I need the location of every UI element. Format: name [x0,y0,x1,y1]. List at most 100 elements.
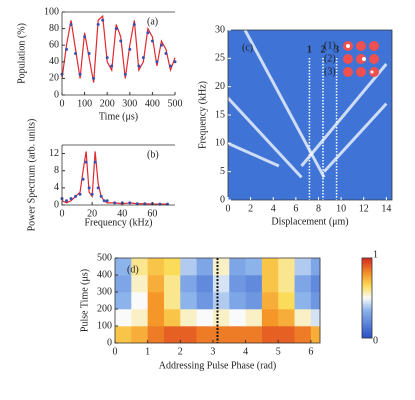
x-tick-label: 6 [293,203,298,214]
contour-cell [212,326,230,344]
ion-row-label: (2) [324,53,336,64]
x-tick-label: 0 [113,346,118,357]
x-tick-label: 2 [248,203,253,214]
panel-label: (b) [147,149,159,160]
contour-cell [245,292,263,310]
colorbar-step [362,311,372,315]
y-tick-label: 20 [49,73,59,84]
data-point [69,197,73,201]
x-tick-label: 100 [77,98,92,109]
contour-cell [310,275,321,293]
data-point [135,202,139,206]
colorbar-step [362,317,372,321]
x-tick-label: 1 [145,346,150,357]
contour-cell [163,326,181,344]
data-point [173,60,177,64]
y-axis-label: Frequency (kHz) [197,81,208,149]
data-point [65,47,69,51]
y-tick-label: 100 [97,320,112,331]
ion-addressed [346,44,350,48]
x-tick-label: 6 [308,346,313,357]
colorbar-step [362,305,372,309]
contour-cell [294,326,312,344]
data-point [114,27,118,31]
data-point [102,199,106,203]
colorbar-step [362,267,372,271]
data-point [128,47,132,51]
contour-cell [196,326,214,344]
y-tick-label: 40 [49,56,59,67]
contour-cell [229,309,246,327]
contour-cell [212,258,230,276]
data-point [65,199,69,203]
line-series [61,151,168,205]
ion-row-label: (1) [324,40,336,51]
y-tick-label: 25 [215,53,225,64]
y-tick-label: 100 [44,6,59,17]
data-point [105,56,109,60]
contour-cell [180,275,197,293]
data-point [69,22,73,26]
x-tick-label: 14 [381,203,391,214]
ion [343,54,353,64]
colorbar-step [362,331,372,335]
contour-cell [147,309,165,327]
colorbar-step [362,313,372,317]
y-tick-label: 20 [215,81,225,92]
data-point [78,72,82,76]
contour-cell [163,292,181,310]
contour-cell [212,309,230,327]
data-point [105,199,109,203]
axis-line [114,257,321,344]
colorbar-step [362,263,372,267]
x-tick-label: 500 [168,98,183,109]
contour-cell [115,258,132,276]
band [300,63,388,167]
position-label: 1 [307,44,312,55]
x-tick-label: 60 [147,208,157,219]
colorbar-step [362,335,372,339]
contour-cell [196,309,214,327]
y-tick-label: 0 [54,199,59,210]
colorbar-step [362,315,372,319]
data-point [146,31,150,35]
y-tick-label: 0 [54,89,59,100]
y-tick-label: 30 [215,24,225,35]
y-tick-label: 200 [97,303,112,314]
contour-cell [180,258,197,276]
colorbar-step [362,271,372,275]
data-point [143,202,147,206]
data-point [90,192,94,196]
x-axis-label: Frequency (kHz) [84,217,152,228]
data-point [150,39,154,43]
colorbar-step [362,307,372,311]
data-point [84,160,88,164]
contour-cell [131,275,148,293]
data-point [128,201,132,205]
contour-cell [245,258,263,276]
y-tick-label: 0 [220,194,225,205]
contour-cell [115,275,132,293]
y-tick-label: 400 [97,269,112,280]
contour-cell [229,258,246,276]
colorbar-step [362,333,372,337]
data-point [110,64,114,68]
colorbar-label: 1 [373,249,378,260]
x-tick-label: 300 [122,98,137,109]
colorbar-step [362,303,372,307]
contour-cell [229,275,246,293]
y-tick-label: 0 [107,337,112,348]
data-point [137,64,141,68]
colorbar-step [362,269,372,273]
data-point [96,186,100,190]
colorbar-step [362,325,372,329]
contour-cell [196,292,214,310]
data-point [92,76,96,80]
x-tick-label: 20 [87,208,97,219]
position-label: 2 [321,44,326,55]
contour-cell [212,292,230,310]
data-point [119,39,123,43]
contour-cell [294,309,312,327]
contour-cell [196,258,214,276]
